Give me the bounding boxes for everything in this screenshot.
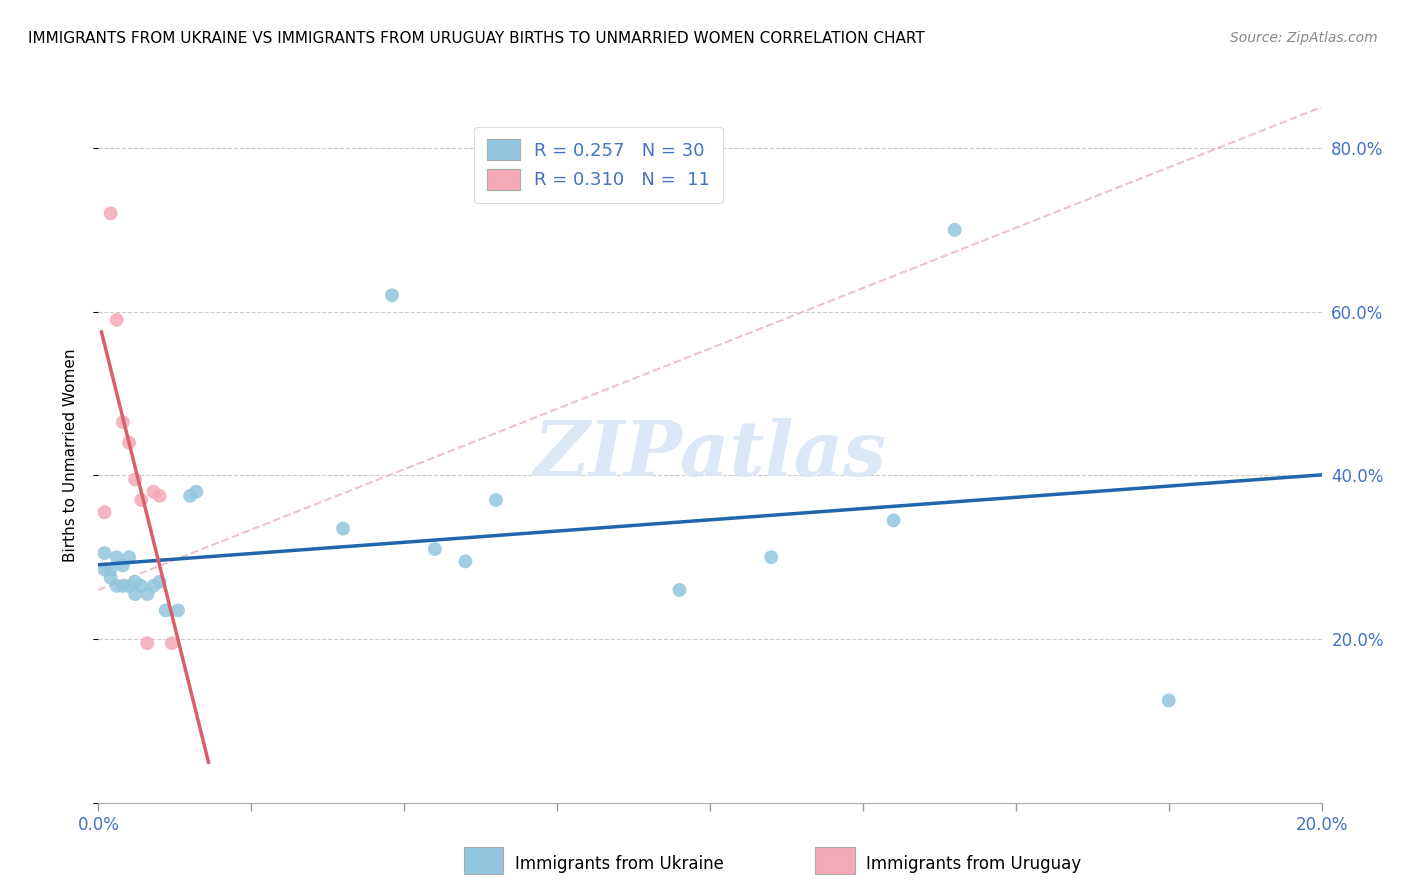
Point — [105, 550, 128, 565]
Point — [883, 513, 905, 527]
Point — [93, 562, 115, 576]
Point — [129, 492, 152, 507]
Point — [105, 579, 128, 593]
Point — [160, 636, 183, 650]
Point — [167, 603, 190, 617]
Point — [100, 206, 122, 220]
Point — [136, 587, 159, 601]
Point — [111, 558, 134, 573]
Text: ZIPatlas: ZIPatlas — [533, 418, 887, 491]
Point — [668, 582, 690, 597]
Point — [100, 571, 122, 585]
Point — [759, 550, 782, 565]
Point — [118, 435, 141, 450]
Point — [124, 473, 146, 487]
Point — [142, 484, 165, 499]
Text: Immigrants from Uruguay: Immigrants from Uruguay — [866, 855, 1081, 873]
Point — [129, 579, 152, 593]
Point — [124, 587, 146, 601]
Point — [118, 579, 141, 593]
Point — [111, 415, 134, 429]
Point — [93, 546, 115, 560]
Point — [155, 603, 177, 617]
Point — [423, 542, 446, 557]
Point — [118, 550, 141, 565]
Text: Immigrants from Ukraine: Immigrants from Ukraine — [515, 855, 724, 873]
Point — [454, 554, 477, 568]
Point — [149, 574, 172, 589]
Text: Source: ZipAtlas.com: Source: ZipAtlas.com — [1230, 31, 1378, 45]
Point — [332, 522, 354, 536]
Point — [381, 288, 404, 302]
Point — [100, 562, 122, 576]
Point — [142, 579, 165, 593]
Point — [93, 505, 115, 519]
Point — [1157, 693, 1180, 707]
Point — [485, 492, 508, 507]
Point — [149, 489, 172, 503]
Point — [186, 484, 208, 499]
Text: IMMIGRANTS FROM UKRAINE VS IMMIGRANTS FROM URUGUAY BIRTHS TO UNMARRIED WOMEN COR: IMMIGRANTS FROM UKRAINE VS IMMIGRANTS FR… — [28, 31, 925, 46]
Y-axis label: Births to Unmarried Women: Births to Unmarried Women — [63, 348, 77, 562]
Point — [124, 574, 146, 589]
Point — [111, 579, 134, 593]
Point — [105, 313, 128, 327]
Point — [179, 489, 201, 503]
Point — [943, 223, 966, 237]
Point — [136, 636, 159, 650]
Legend: R = 0.257   N = 30, R = 0.310   N =  11: R = 0.257 N = 30, R = 0.310 N = 11 — [474, 127, 723, 202]
